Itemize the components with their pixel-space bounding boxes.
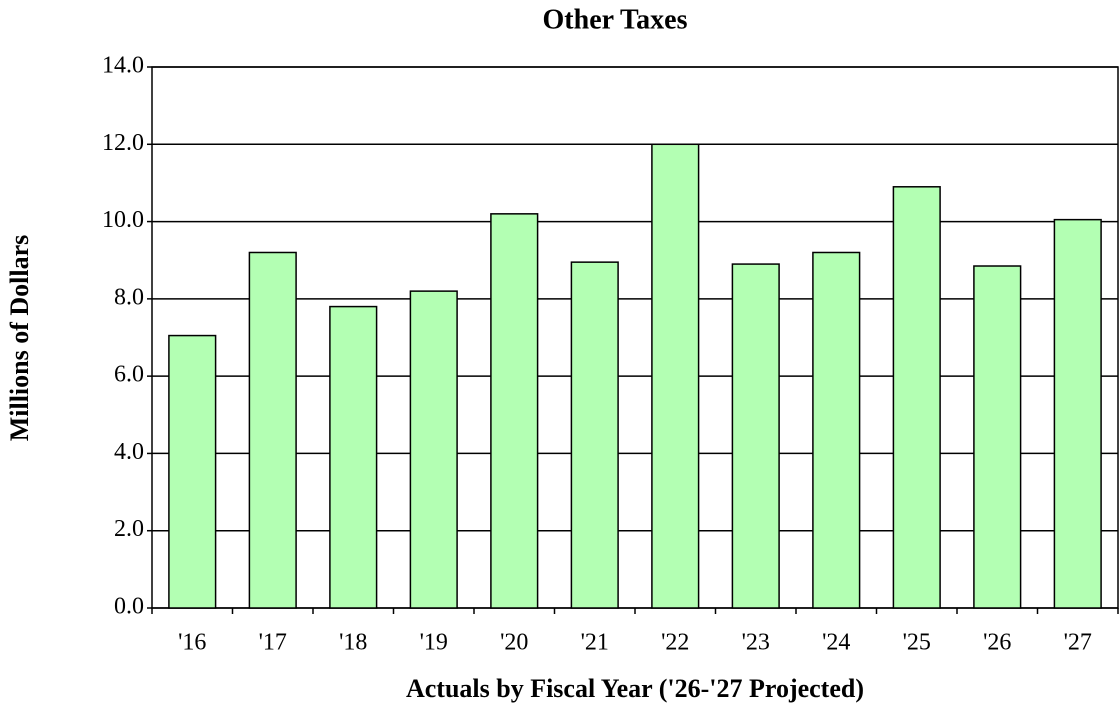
bar	[651, 143, 700, 609]
bar	[892, 186, 941, 609]
y-tick-label: 12.0	[102, 130, 144, 156]
bar	[731, 263, 780, 609]
bar	[812, 251, 861, 609]
x-tick-label: '22	[661, 630, 689, 656]
bar	[409, 290, 458, 609]
x-tick-label: '21	[581, 630, 609, 656]
x-tick-label: '20	[500, 630, 528, 656]
bar	[490, 213, 539, 609]
y-tick-label: 10.0	[102, 207, 144, 233]
y-tick-label: 14.0	[102, 53, 144, 79]
y-tick-label: 0.0	[114, 594, 144, 620]
x-tick-label: '25	[903, 630, 931, 656]
x-axis-label: Actuals by Fiscal Year ('26-'27 Projecte…	[406, 674, 864, 703]
y-tick-label: 2.0	[114, 516, 144, 542]
plot-frame	[151, 66, 1119, 609]
y-tick-label: 6.0	[114, 362, 144, 388]
bar	[570, 261, 619, 609]
bar	[1053, 218, 1102, 609]
x-tick-label: '17	[259, 630, 287, 656]
x-tick-label: '26	[983, 630, 1011, 656]
x-tick-label: '16	[178, 630, 206, 656]
bar	[973, 265, 1022, 609]
x-tick-label: '18	[339, 630, 367, 656]
bar	[248, 251, 297, 609]
bar	[168, 334, 217, 609]
y-axis-label: Millions of Dollars	[5, 235, 34, 442]
y-tick-label: 4.0	[114, 439, 144, 465]
x-tick-label: '19	[420, 630, 448, 656]
chart-title: Other Taxes	[543, 4, 688, 35]
y-tick-label: 8.0	[114, 284, 144, 310]
bar	[329, 305, 378, 609]
x-tick-label: '23	[742, 630, 770, 656]
x-tick-label: '24	[822, 630, 850, 656]
x-tick-label: '27	[1064, 630, 1092, 656]
